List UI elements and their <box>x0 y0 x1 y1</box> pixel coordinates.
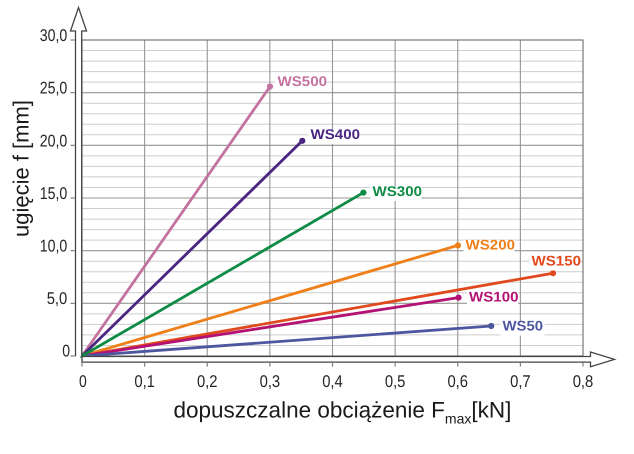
svg-text:ugięcie f [mm]: ugięcie f [mm] <box>9 100 34 237</box>
svg-text:dopuszczalne obciążenie Fmax[k: dopuszczalne obciążenie Fmax[kN] <box>174 398 512 427</box>
svg-text:30,0: 30,0 <box>40 26 68 45</box>
svg-text:WS200: WS200 <box>466 237 516 253</box>
svg-text:0,4: 0,4 <box>322 372 343 391</box>
svg-text:20,0: 20,0 <box>40 131 68 150</box>
svg-text:WS400: WS400 <box>311 126 361 142</box>
svg-text:WS50: WS50 <box>503 318 544 334</box>
svg-text:15,0: 15,0 <box>40 184 68 203</box>
svg-text:WS100: WS100 <box>469 289 519 305</box>
svg-text:WS300: WS300 <box>373 183 423 199</box>
svg-text:25,0: 25,0 <box>40 79 68 98</box>
svg-text:WS150: WS150 <box>532 253 582 269</box>
svg-text:WS500: WS500 <box>278 73 328 89</box>
svg-text:0,3: 0,3 <box>260 372 281 391</box>
svg-text:0,5: 0,5 <box>385 372 406 391</box>
svg-text:0: 0 <box>79 372 87 391</box>
svg-text:0,8: 0,8 <box>573 372 594 391</box>
svg-text:5,0: 5,0 <box>47 289 68 308</box>
svg-text:0,6: 0,6 <box>447 372 468 391</box>
svg-text:0,2: 0,2 <box>197 372 218 391</box>
svg-text:0: 0 <box>62 341 70 360</box>
svg-text:0,1: 0,1 <box>134 372 155 391</box>
svg-text:0,7: 0,7 <box>510 372 531 391</box>
svg-text:10,0: 10,0 <box>40 237 68 256</box>
